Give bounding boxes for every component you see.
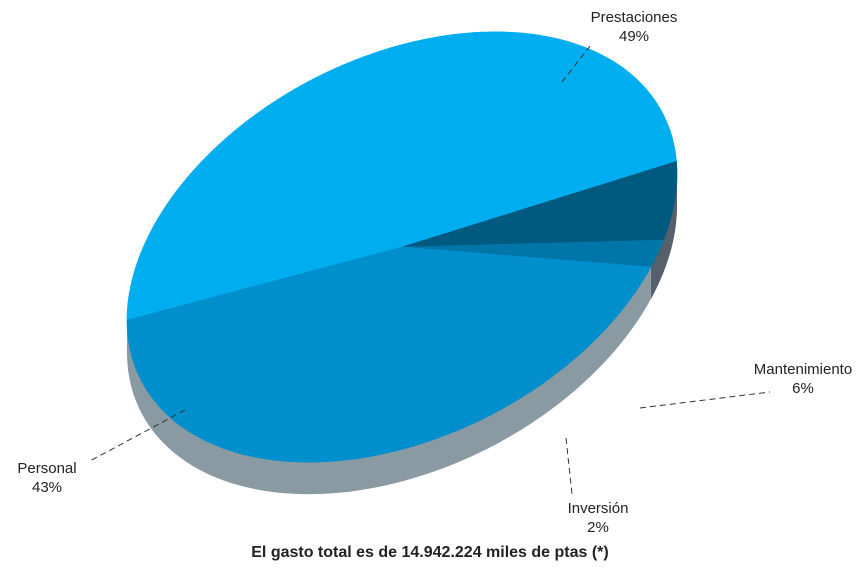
- pie-slices: [126, 31, 678, 463]
- slice-value-prestaciones: 49%: [619, 28, 649, 45]
- chart-caption: El gasto total es de 14.942.224 miles de…: [251, 544, 608, 561]
- slice-value-mantenimiento: 6%: [792, 380, 814, 397]
- slice-name-mantenimiento: Mantenimiento: [754, 361, 852, 378]
- pie-slice-prestaciones: [126, 31, 677, 321]
- pie-slice-inversion: [401, 239, 665, 268]
- slice-value-personal: 43%: [32, 479, 62, 496]
- slice-name-prestaciones: Prestaciones: [591, 9, 678, 26]
- slice-name-personal: Personal: [17, 460, 76, 477]
- slice-name-inversion: Inversión: [568, 500, 629, 517]
- leader-lines: [87, 45, 771, 495]
- leader-line-prestaciones: [561, 45, 591, 83]
- slice-value-inversion: 2%: [587, 519, 609, 536]
- leader-line-personal: [87, 409, 186, 463]
- pie-slice-personal: [126, 246, 652, 463]
- pie-slice-mantenimiento: [401, 160, 678, 248]
- pie-side-wall: [127, 176, 677, 495]
- leader-line-mantenimiento: [639, 391, 771, 409]
- leader-line-inversion: [565, 437, 573, 495]
- pie-side-segment: [650, 176, 677, 300]
